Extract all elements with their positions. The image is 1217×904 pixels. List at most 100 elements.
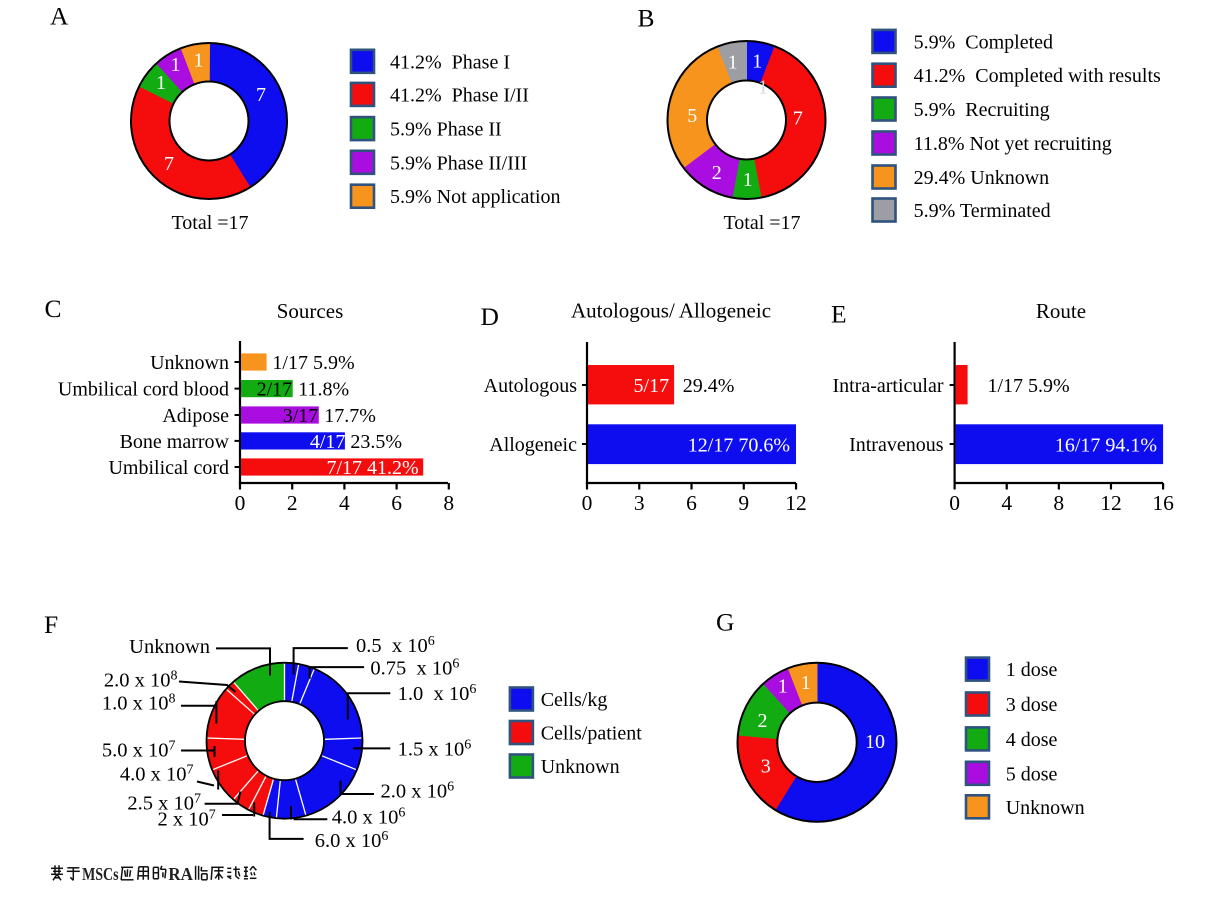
svg-text:1/17 5.9%: 1/17 5.9% — [988, 375, 1070, 397]
svg-text:E: E — [831, 300, 847, 329]
svg-text:6.0 x 106: 6.0 x 106 — [315, 829, 389, 852]
svg-text:3: 3 — [634, 491, 645, 515]
svg-text:1/17 5.9%: 1/17 5.9% — [272, 352, 354, 374]
svg-text:4: 4 — [339, 491, 350, 515]
svg-text:9: 9 — [738, 491, 749, 515]
svg-text:2.0 x 106: 2.0 x 106 — [381, 780, 455, 803]
svg-text:1: 1 — [171, 54, 181, 76]
svg-text:5: 5 — [687, 105, 697, 127]
svg-text:6: 6 — [391, 491, 402, 515]
svg-text:0: 0 — [949, 491, 960, 515]
svg-text:5 dose: 5 dose — [1006, 763, 1058, 785]
svg-text:5.0 x 107: 5.0 x 107 — [102, 739, 176, 762]
svg-text:RA: RA — [168, 864, 193, 884]
svg-text:Umbilical cord blood: Umbilical cord blood — [58, 379, 229, 401]
svg-text:Umbilical cord: Umbilical cord — [108, 457, 229, 479]
svg-text:7: 7 — [256, 84, 266, 106]
svg-text:10: 10 — [865, 731, 885, 753]
svg-text:Intravenous: Intravenous — [849, 434, 944, 456]
svg-text:2.5 x 107: 2.5 x 107 — [127, 792, 201, 815]
svg-text:29.4% Unknown: 29.4% Unknown — [914, 167, 1050, 189]
svg-text:1: 1 — [801, 672, 811, 694]
svg-text:4: 4 — [1001, 491, 1012, 515]
svg-text:3: 3 — [761, 756, 771, 778]
svg-text:1: 1 — [194, 50, 204, 72]
svg-text:Unknown: Unknown — [129, 636, 210, 658]
svg-text:16/17 94.1%: 16/17 94.1% — [1055, 435, 1157, 457]
svg-text:Route: Route — [1036, 299, 1086, 323]
svg-text:5.9% Phase II: 5.9% Phase II — [390, 119, 502, 141]
svg-text:Autologous/ Allogeneic: Autologous/ Allogeneic — [571, 299, 771, 323]
svg-text:D: D — [481, 302, 499, 331]
svg-text:23.5%: 23.5% — [350, 431, 402, 453]
svg-text:0: 0 — [235, 491, 246, 515]
svg-text:0.5 x 106: 0.5 x 106 — [356, 634, 435, 657]
svg-text:29.4%: 29.4% — [683, 375, 735, 397]
svg-text:Autologous: Autologous — [484, 375, 578, 397]
svg-text:Total =17: Total =17 — [171, 212, 248, 234]
svg-text:C: C — [45, 294, 62, 323]
svg-text:41.2% Phase I/II: 41.2% Phase I/II — [390, 84, 529, 106]
svg-text:12: 12 — [785, 491, 807, 515]
svg-text:7: 7 — [164, 153, 174, 175]
svg-text:A: A — [50, 2, 69, 31]
svg-text:1 dose: 1 dose — [1006, 659, 1058, 681]
svg-text:41.2% Phase I: 41.2% Phase I — [390, 51, 510, 73]
svg-text:1: 1 — [758, 77, 768, 99]
svg-text:Total =17: Total =17 — [723, 212, 800, 234]
svg-text:2 x 107: 2 x 107 — [157, 808, 215, 831]
svg-text:Cells/patient: Cells/patient — [541, 723, 643, 745]
svg-text:Bone marrow: Bone marrow — [120, 431, 230, 453]
svg-text:5.9% Not application: 5.9% Not application — [390, 186, 561, 208]
svg-text:2: 2 — [287, 491, 298, 515]
svg-text:12/17 70.6%: 12/17 70.6% — [688, 435, 790, 457]
svg-text:2: 2 — [712, 162, 722, 184]
svg-text:5.9% Recruiting: 5.9% Recruiting — [914, 99, 1050, 121]
svg-text:MSCs: MSCs — [82, 864, 119, 884]
svg-text:1: 1 — [778, 675, 788, 697]
svg-text:12: 12 — [1100, 491, 1122, 515]
svg-text:8: 8 — [443, 491, 454, 515]
svg-text:Unknown: Unknown — [541, 756, 620, 778]
svg-text:7: 7 — [793, 107, 803, 129]
svg-text:11.8% Not yet recruiting: 11.8% Not yet recruiting — [914, 133, 1112, 155]
svg-text:5.9% Completed: 5.9% Completed — [914, 31, 1053, 53]
svg-text:4/17: 4/17 — [310, 431, 346, 453]
svg-text:Allogeneic: Allogeneic — [489, 434, 577, 456]
svg-text:17.7%: 17.7% — [324, 405, 376, 427]
svg-text:0.75 x 106: 0.75 x 106 — [370, 657, 459, 680]
svg-text:5/17: 5/17 — [634, 375, 670, 397]
svg-text:G: G — [716, 608, 734, 637]
svg-text:0: 0 — [582, 491, 593, 515]
svg-text:2/17: 2/17 — [257, 379, 293, 401]
svg-text:Cells/kg: Cells/kg — [541, 689, 608, 711]
svg-text:1: 1 — [743, 169, 753, 191]
svg-text:Unknown: Unknown — [1006, 797, 1085, 819]
svg-text:Adipose: Adipose — [162, 405, 229, 427]
svg-text:4 dose: 4 dose — [1006, 729, 1058, 751]
svg-text:Unknown: Unknown — [150, 352, 229, 374]
svg-text:11.8%: 11.8% — [298, 379, 349, 401]
svg-text:2: 2 — [758, 710, 768, 732]
svg-text:4.0 x 107: 4.0 x 107 — [120, 763, 194, 786]
svg-text:6: 6 — [686, 491, 697, 515]
svg-text:8: 8 — [1053, 491, 1064, 515]
svg-text:1: 1 — [752, 50, 762, 72]
svg-text:5.9% Terminated: 5.9% Terminated — [914, 200, 1051, 222]
svg-text:7/17 41.2%: 7/17 41.2% — [326, 457, 418, 479]
svg-text:1: 1 — [156, 72, 166, 94]
svg-text:1.5 x 106: 1.5 x 106 — [398, 738, 472, 761]
svg-text:Sources: Sources — [277, 299, 344, 323]
svg-text:5.9% Phase II/III: 5.9% Phase II/III — [390, 152, 527, 174]
svg-text:F: F — [44, 610, 58, 639]
svg-text:2.0 x 108: 2.0 x 108 — [104, 669, 178, 692]
svg-text:3 dose: 3 dose — [1006, 694, 1058, 716]
svg-text:B: B — [638, 4, 655, 33]
svg-text:Intra-articular: Intra-articular — [832, 375, 943, 397]
svg-text:4.0 x 106: 4.0 x 106 — [332, 806, 406, 829]
svg-text:1.0 x 106: 1.0 x 106 — [398, 682, 477, 705]
svg-text:3/17: 3/17 — [283, 405, 319, 427]
svg-text:41.2% Completed with results: 41.2% Completed with results — [914, 65, 1161, 87]
svg-text:16: 16 — [1152, 491, 1174, 515]
svg-text:1.0 x 108: 1.0 x 108 — [102, 692, 176, 715]
